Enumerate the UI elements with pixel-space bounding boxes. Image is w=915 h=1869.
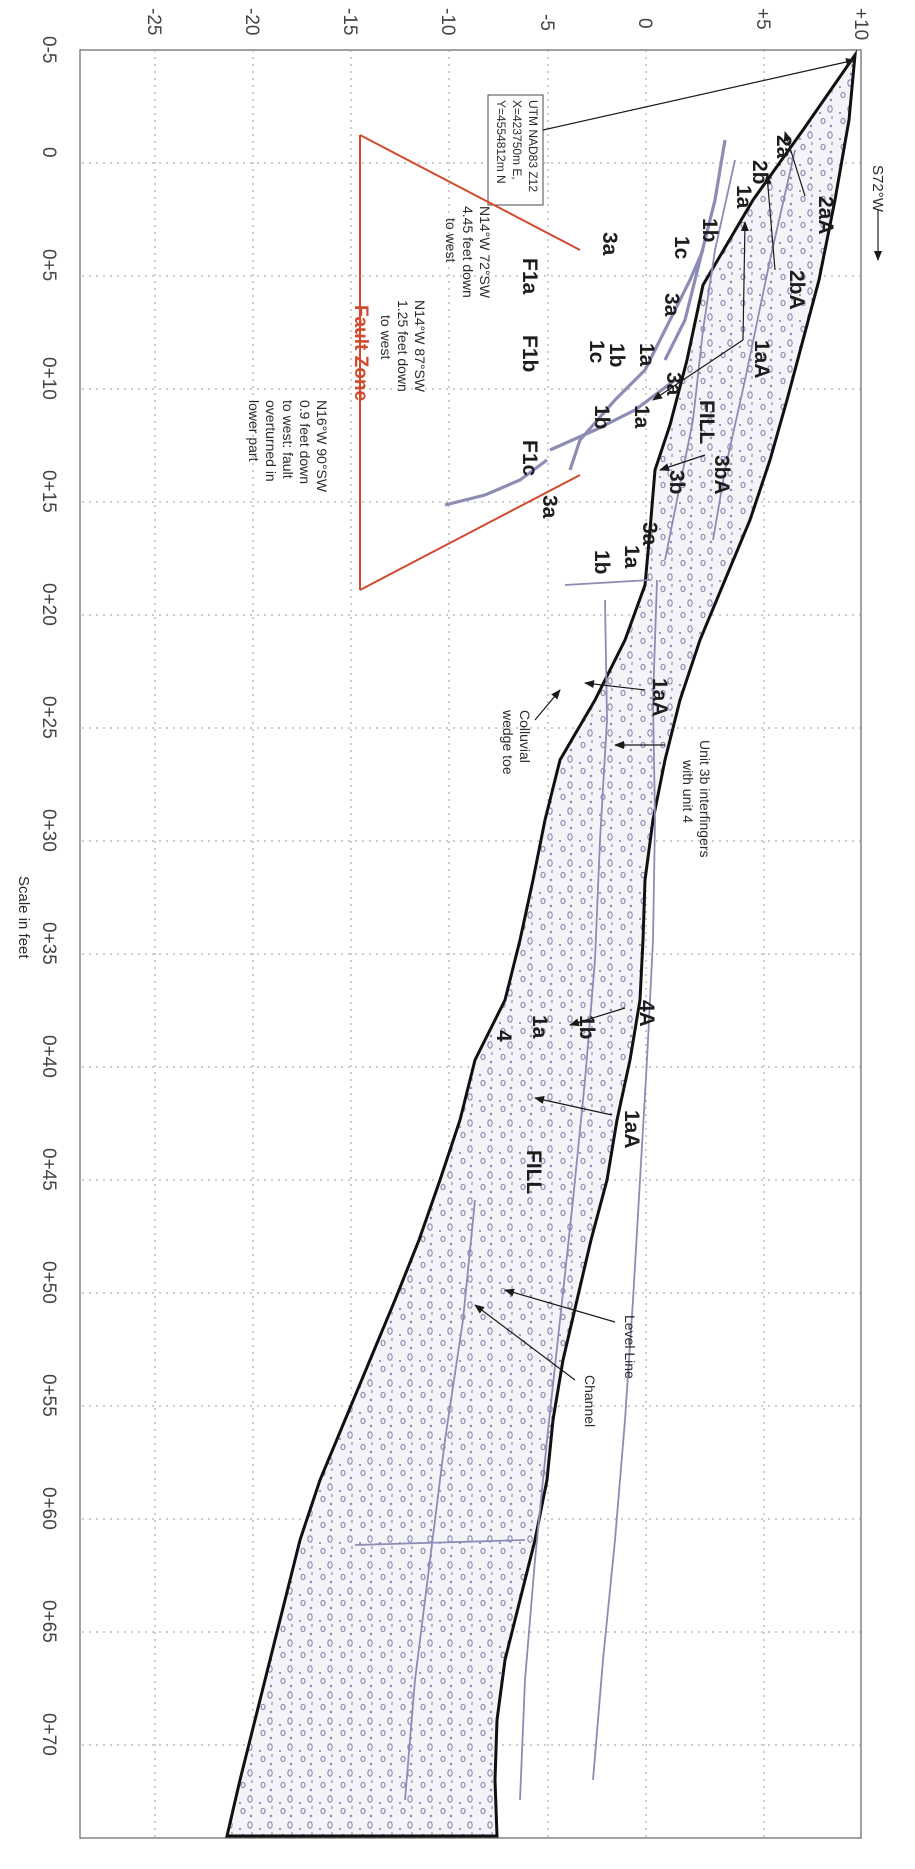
x-tick: 0+40: [38, 1035, 59, 1078]
unit-1b: 1b: [605, 343, 628, 368]
x-tick: 0+25: [38, 696, 59, 739]
unit-3a: 3a: [660, 293, 683, 317]
x-tick: 0+65: [38, 1600, 59, 1643]
colluvial-note-line1: Colluvial: [517, 710, 533, 763]
x-tick: 0+10: [38, 357, 59, 400]
fault-f1a-line3: to west: [443, 218, 459, 262]
x-tick: 0+70: [38, 1713, 59, 1756]
callout-2bA: 2bA: [785, 270, 808, 310]
direction-label: S72°W: [869, 165, 886, 213]
fault-f1b-line3: to west: [378, 315, 394, 359]
unit-1c: 1c: [670, 236, 693, 260]
fault-f1c-line5: lower part: [246, 400, 262, 462]
y-tick: -15: [339, 8, 360, 35]
unit-1a: 1a: [732, 185, 755, 209]
utm-line2: X=423750m E,: [510, 100, 524, 180]
fault-f1a: F1a N14°W 72°SW 4.45 feet down to west: [443, 206, 541, 299]
fault-f1b-line1: N14°W 87°SW: [412, 300, 428, 393]
unit-contacts: [354, 139, 796, 1801]
unit-1a: 1a: [630, 405, 653, 429]
unit-1b: 1b: [698, 218, 721, 243]
unit-3b-note-line1: Unit 3b interfingers: [697, 740, 713, 858]
fault-f1c-line3: to west: fault: [280, 400, 296, 479]
x-tick: 0+30: [38, 809, 59, 852]
callout-3bA: 3bA: [710, 455, 733, 495]
utm-line1: UTM NAD83 Z12: [526, 100, 540, 192]
unit-3b: 3b: [665, 470, 688, 495]
unit-1c: 1c: [585, 340, 608, 364]
fault-zone: Fault Zone: [350, 134, 581, 591]
x-tick: 0+35: [38, 922, 59, 965]
fault-f1c: F1c N16°W 90°SW 0.9 feet down to west: f…: [246, 400, 541, 493]
x-tick: 0+60: [38, 1487, 59, 1530]
y-tick: -5: [536, 14, 557, 31]
y-tick: +10: [850, 8, 871, 40]
fault-f1c-name: F1c: [518, 440, 541, 477]
y-tick: -10: [437, 8, 458, 35]
fault-f1b: F1b N14°W 87°SW 1.25 feet down to west: [378, 300, 541, 393]
callouts: 2aA 2bA 1aA 3bA 1aA Unit 3b interfingers…: [474, 131, 837, 1427]
x-tick: 0: [38, 147, 59, 158]
callout-1aA: 1aA: [620, 1110, 643, 1149]
plot-frame: [79, 49, 862, 1839]
colluvial-note-line2: wedge toe: [500, 709, 516, 775]
x-tick: 0+20: [38, 583, 59, 626]
fault-f1c-line1: N16°W 90°SW: [314, 400, 330, 493]
x-tick: 0+45: [38, 1148, 59, 1191]
unit-3a: 3a: [538, 495, 561, 519]
trench-outline: [225, 49, 858, 1838]
fault-f1a-line1: N14°W 72°SW: [477, 206, 493, 299]
utm-box: UTM NAD83 Z12 X=423750m E, Y=4554812m N: [487, 58, 856, 206]
x-tick: 0+15: [38, 470, 59, 513]
unit-3a: 3a: [638, 522, 661, 546]
unit-2a: 2a: [772, 135, 795, 159]
scale-label: Scale in feet: [15, 876, 32, 959]
unit-fill: FILL: [522, 1150, 545, 1194]
callout-1aA: 1aA: [750, 340, 773, 379]
unit-1b: 1b: [590, 550, 613, 575]
y-tick: 0: [634, 18, 655, 29]
utm-line3: Y=4554812m N: [494, 100, 508, 184]
unit-4: 4: [492, 1030, 515, 1042]
x-tick: 0+5: [38, 249, 59, 281]
callout-2aA: 2aA: [814, 196, 837, 235]
fault-f1b-name: F1b: [518, 335, 541, 372]
unit-1b: 1b: [575, 1015, 598, 1040]
y-tick: +5: [752, 8, 773, 30]
utm-box-frame: [487, 94, 544, 206]
x-tick: 0+55: [38, 1374, 59, 1417]
fault-f1c-line4: overturned in: [263, 400, 279, 482]
callout-1aA: 1aA: [648, 678, 671, 717]
unit-labels: 2a 2b 1a 1b 1c 3a 3a 1c 1a 1b 3a 1a 1b 3…: [492, 135, 795, 1194]
unit-1a: 1a: [528, 1015, 551, 1039]
unit-1b: 1b: [590, 405, 613, 430]
direction-indicator: S72°W: [869, 165, 886, 261]
x-tick: 0+50: [38, 1261, 59, 1304]
unit-1a: 1a: [635, 343, 658, 367]
channel-note: Channel: [582, 1375, 598, 1427]
fault-f1a-name: F1a: [518, 258, 541, 295]
fault-f1c-line2: 0.9 feet down: [297, 400, 313, 484]
y-tick: -20: [241, 8, 262, 35]
fault-f1a-line2: 4.45 feet down: [460, 206, 476, 298]
y-axis-ticks: +10 +5 0 -5 -10 -15 -20 -25: [143, 8, 871, 40]
fault-f1b-line2: 1.25 feet down: [395, 300, 411, 392]
x-tick: 0-5: [38, 36, 59, 63]
y-tick: -25: [143, 8, 164, 35]
x-axis-ticks: 0-5 0 0+5 0+10 0+15 0+20 0+25 0+30 0+35 …: [38, 36, 59, 1756]
unit-3b-note-line2: with unit 4: [680, 759, 696, 823]
unit-fill: FILL: [695, 400, 718, 444]
unit-1a: 1a: [620, 545, 643, 569]
level-line-note: Level Line: [622, 1315, 638, 1379]
fault-zone-label: Fault Zone: [350, 305, 371, 401]
callout-4A: 4A: [635, 1000, 658, 1027]
unit-3a: 3a: [598, 232, 621, 256]
